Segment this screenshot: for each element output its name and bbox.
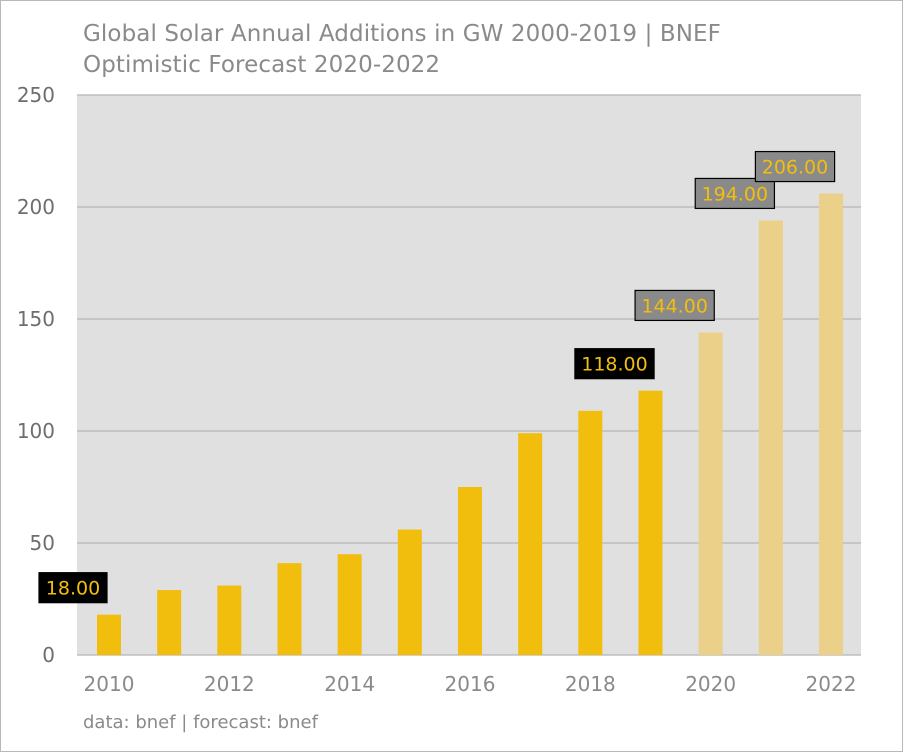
chart-title-line-2: Optimistic Forecast 2020-2022 bbox=[83, 52, 441, 78]
y-axis-ticks: 0 50 100 150 200 250 bbox=[17, 83, 55, 667]
data-label-2020: 144.00 bbox=[634, 289, 715, 322]
bar-2012 bbox=[217, 585, 242, 655]
data-label-text: 194.00 bbox=[702, 183, 768, 205]
x-tick-label: 2014 bbox=[324, 672, 375, 696]
data-label-2021: 194.00 bbox=[694, 177, 776, 210]
x-tick-label: 2020 bbox=[685, 672, 736, 696]
y-tick-label: 250 bbox=[17, 83, 55, 107]
data-label-box bbox=[574, 348, 655, 380]
bar-2017 bbox=[518, 433, 543, 655]
source-caption: data: bnef | forecast: bnef bbox=[83, 712, 318, 733]
data-label-box bbox=[634, 289, 715, 322]
bar-2015 bbox=[397, 529, 422, 655]
x-tick-label: 2018 bbox=[565, 672, 616, 696]
chart-title: Global Solar Annual Additions in GW 2000… bbox=[83, 19, 863, 81]
chart-title-line-1: Global Solar Annual Additions in GW 2000… bbox=[83, 21, 721, 47]
bar-2021 bbox=[758, 220, 783, 655]
bar-2014 bbox=[337, 554, 362, 655]
data-label-box bbox=[694, 177, 776, 210]
x-tick-label: 2012 bbox=[204, 672, 255, 696]
y-tick-label: 100 bbox=[17, 419, 55, 443]
y-tick-label: 50 bbox=[30, 531, 55, 555]
bar-2022 bbox=[819, 193, 843, 655]
y-tick-label: 150 bbox=[17, 307, 55, 331]
data-label-2022: 206.00 bbox=[754, 150, 836, 183]
bar-2013 bbox=[277, 563, 302, 655]
x-tick-label: 2022 bbox=[806, 672, 857, 696]
x-tick-label: 2010 bbox=[84, 672, 135, 696]
y-tick-label: 200 bbox=[17, 195, 55, 219]
bar-2011 bbox=[157, 590, 182, 655]
y-tick-label: 0 bbox=[42, 643, 55, 667]
data-label-box bbox=[38, 572, 108, 604]
bar-2010 bbox=[97, 614, 121, 655]
data-label-text: 206.00 bbox=[762, 157, 828, 179]
bar-2016 bbox=[458, 487, 482, 655]
bar-2020 bbox=[698, 332, 723, 655]
data-label-text: 118.00 bbox=[581, 354, 647, 376]
data-label-text: 144.00 bbox=[641, 295, 707, 317]
x-tick-label: 2016 bbox=[445, 672, 496, 696]
data-label-box bbox=[754, 150, 836, 183]
bar-2018 bbox=[578, 410, 603, 655]
data-label-2010: 18.00 bbox=[38, 572, 108, 604]
bars bbox=[97, 193, 843, 655]
data-label-2019: 118.00 bbox=[574, 348, 655, 380]
data-labels: 18.00 118.00 144.00 194.00 206.00 bbox=[38, 150, 836, 604]
bar-2019 bbox=[638, 390, 663, 655]
x-axis-ticks: 2010 2012 2014 2016 2018 2020 2022 bbox=[84, 672, 857, 696]
data-label-text: 18.00 bbox=[46, 578, 100, 600]
